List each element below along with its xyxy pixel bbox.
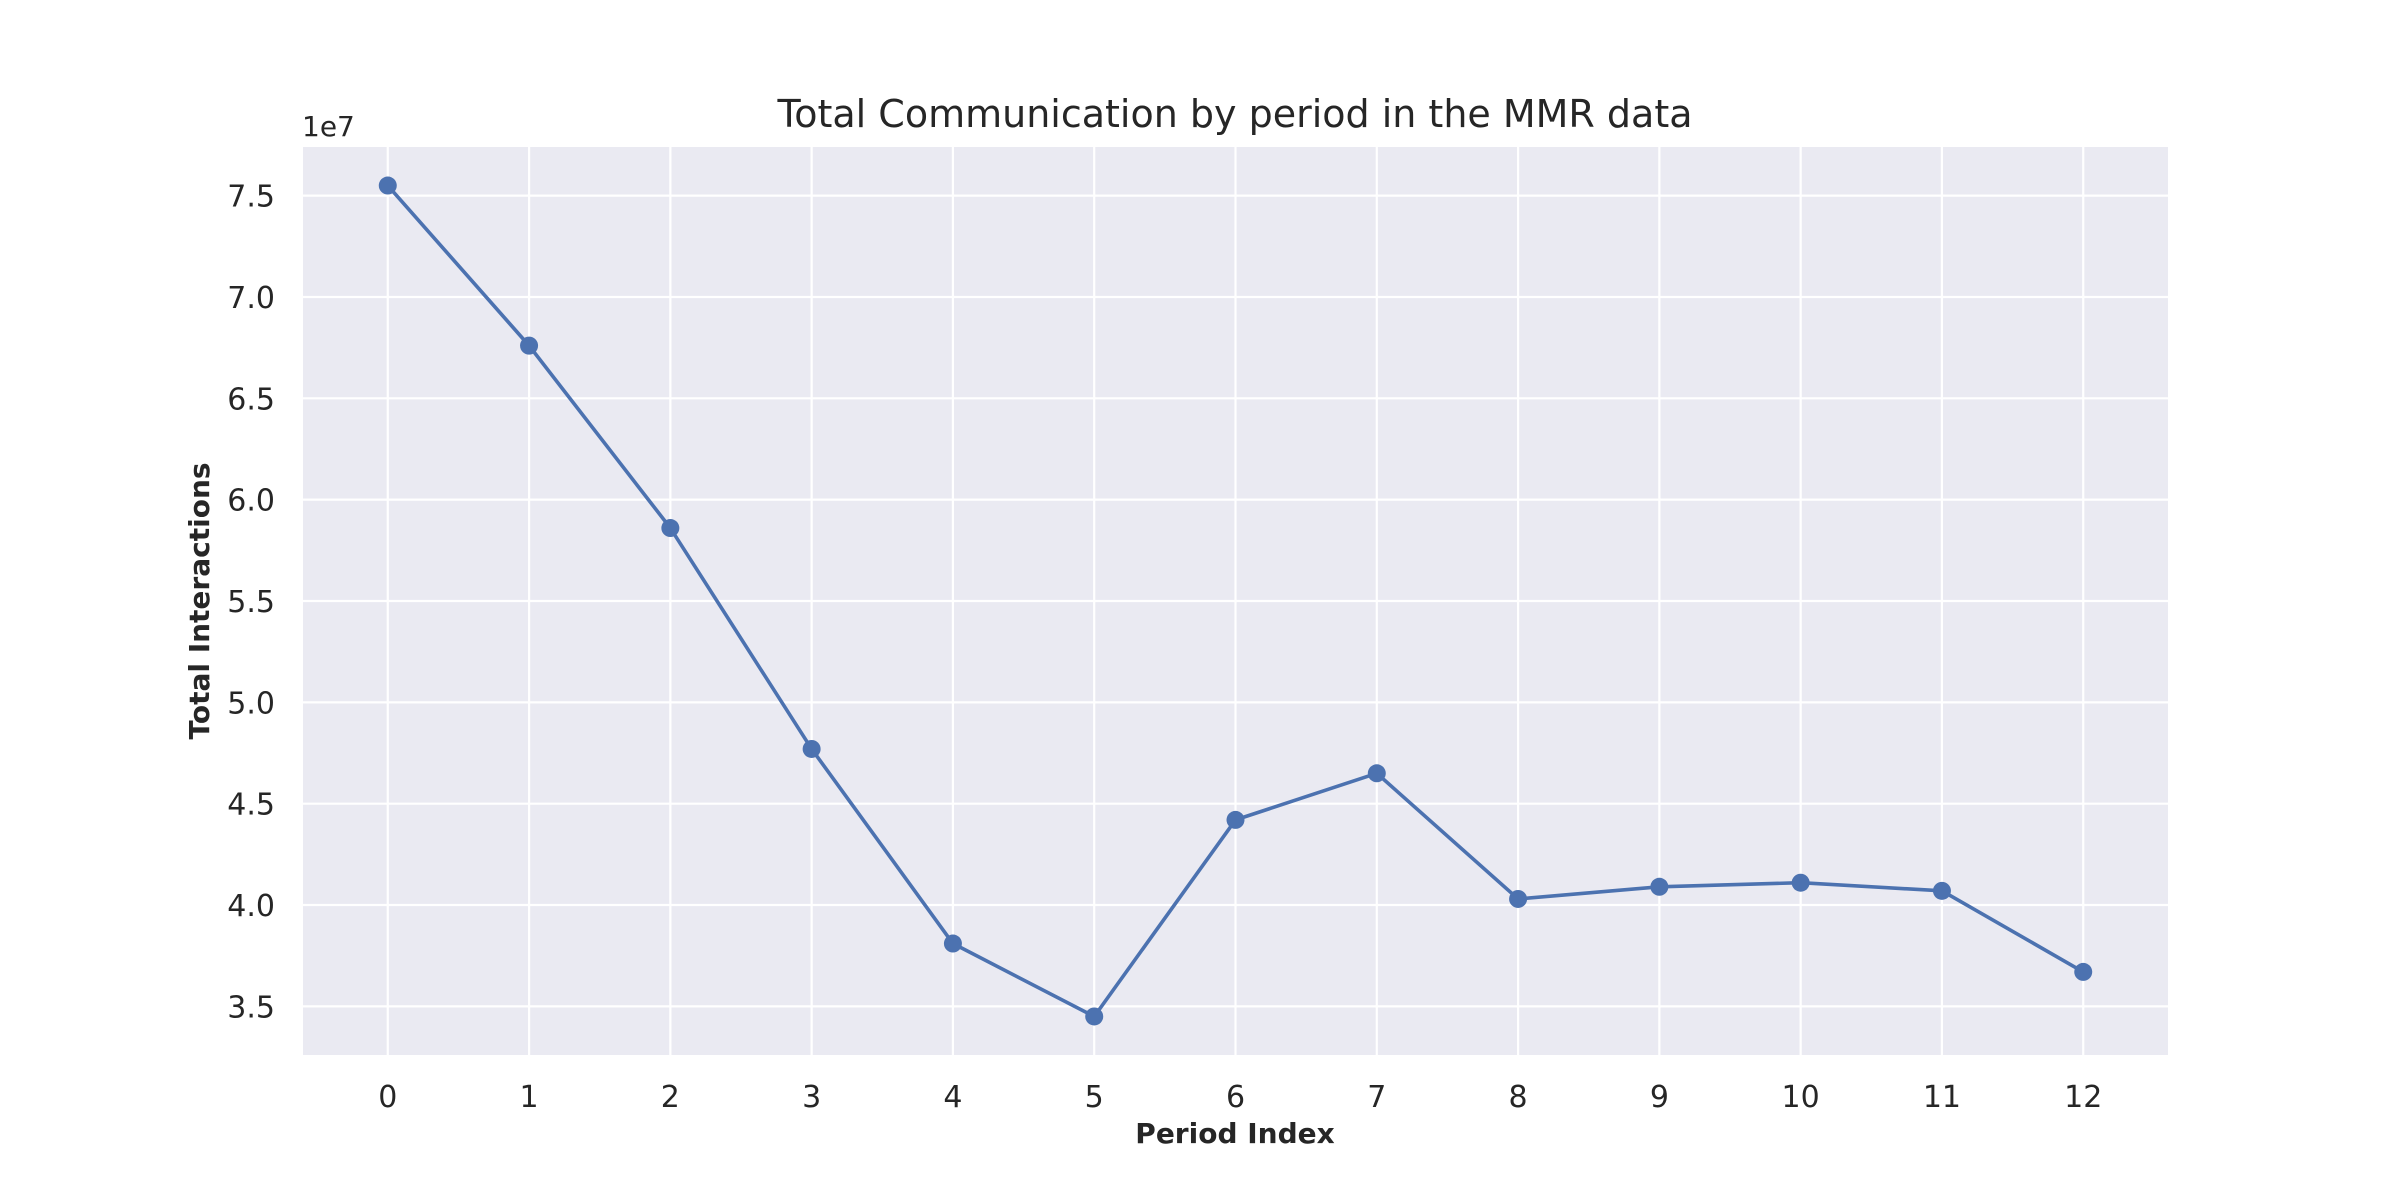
x-tick-label: 10 (1782, 1080, 1820, 1115)
x-tick-label: 3 (802, 1080, 821, 1115)
data-point (378, 176, 397, 195)
data-point (1650, 877, 1669, 896)
data-point (1932, 881, 1951, 900)
data-point (1791, 873, 1810, 892)
chart-title: Total Communication by period in the MMR… (776, 92, 1692, 136)
y-tick-label: 4.0 (227, 889, 275, 924)
x-tick-label: 2 (661, 1080, 680, 1115)
y-axis-label: Total Interactions (183, 462, 216, 739)
data-point (1509, 889, 1528, 908)
x-tick-label: 9 (1650, 1080, 1669, 1115)
y-tick-label: 7.5 (227, 180, 275, 215)
x-tick-label: 6 (1226, 1080, 1245, 1115)
data-point (2074, 962, 2093, 981)
x-tick-label: 7 (1367, 1080, 1386, 1115)
y-offset-label: 1e7 (302, 110, 355, 143)
x-tick-label: 5 (1085, 1080, 1104, 1115)
x-tick-labels: 0 1 2 3 4 5 6 7 8 9 10 11 12 (378, 1080, 2102, 1115)
data-point (520, 336, 539, 355)
y-tick-label: 6.0 (227, 484, 275, 519)
data-point (802, 739, 821, 758)
data-point (661, 519, 680, 538)
x-tick-label: 12 (2064, 1080, 2102, 1115)
y-tick-label: 3.5 (227, 990, 275, 1025)
x-tick-label: 11 (1923, 1080, 1961, 1115)
data-point (1085, 1007, 1104, 1026)
x-axis-label: Period Index (1135, 1117, 1334, 1150)
data-point (943, 934, 962, 953)
y-tick-label: 5.0 (227, 686, 275, 721)
data-point (1367, 764, 1386, 783)
x-tick-label: 4 (943, 1080, 962, 1115)
y-tick-labels: 3.5 4.0 4.5 5.0 5.5 6.0 6.5 7.0 7.5 (227, 180, 275, 1026)
y-tick-label: 7.0 (227, 281, 275, 316)
x-tick-label: 0 (378, 1080, 397, 1115)
data-point (1226, 810, 1245, 829)
y-tick-label: 5.5 (227, 585, 275, 620)
y-tick-label: 6.5 (227, 382, 275, 417)
x-tick-label: 1 (520, 1080, 539, 1115)
series-layer (378, 176, 2093, 1026)
grid-lines (303, 147, 2168, 1055)
x-tick-label: 8 (1509, 1080, 1528, 1115)
y-tick-label: 4.5 (227, 788, 275, 823)
